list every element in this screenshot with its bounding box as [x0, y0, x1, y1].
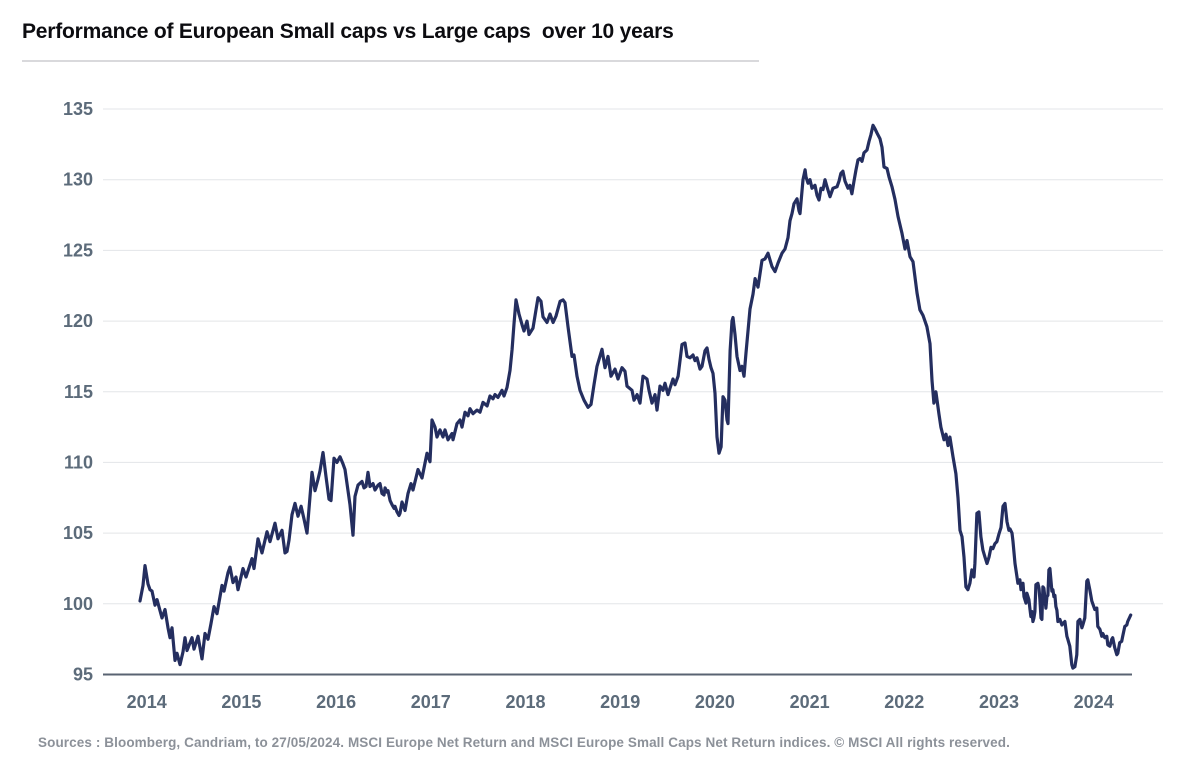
- title-underline: [22, 60, 759, 62]
- x-tick-label-2014: 2014: [127, 692, 167, 712]
- y-tick-label-135: 135: [63, 99, 93, 119]
- x-tick-label-2021: 2021: [790, 692, 830, 712]
- y-tick-label-110: 110: [64, 452, 93, 472]
- y-tick-label-100: 100: [63, 594, 93, 614]
- chart-title: Performance of European Small caps vs La…: [22, 20, 674, 43]
- y-tick-label-130: 130: [63, 170, 93, 190]
- x-tick-label-2016: 2016: [316, 692, 356, 712]
- source-note: Sources : Bloomberg, Candriam, to 27/05/…: [38, 735, 1010, 750]
- series-line-0: [138, 123, 1133, 670]
- x-tick-label-2019: 2019: [600, 692, 640, 712]
- x-tick-label-2017: 2017: [411, 692, 451, 712]
- x-tick-label-2022: 2022: [884, 692, 924, 712]
- y-tick-label-105: 105: [63, 523, 93, 543]
- x-tick-label-2020: 2020: [695, 692, 735, 712]
- x-tick-label-2024: 2024: [1074, 692, 1114, 712]
- x-tick-label-2023: 2023: [979, 692, 1019, 712]
- x-tick-label-2015: 2015: [221, 692, 261, 712]
- x-tick-label-2018: 2018: [505, 692, 545, 712]
- y-tick-label-115: 115: [64, 382, 93, 402]
- y-tick-label-125: 125: [63, 240, 93, 260]
- y-tick-label-95: 95: [73, 665, 93, 685]
- y-tick-label-120: 120: [63, 311, 93, 331]
